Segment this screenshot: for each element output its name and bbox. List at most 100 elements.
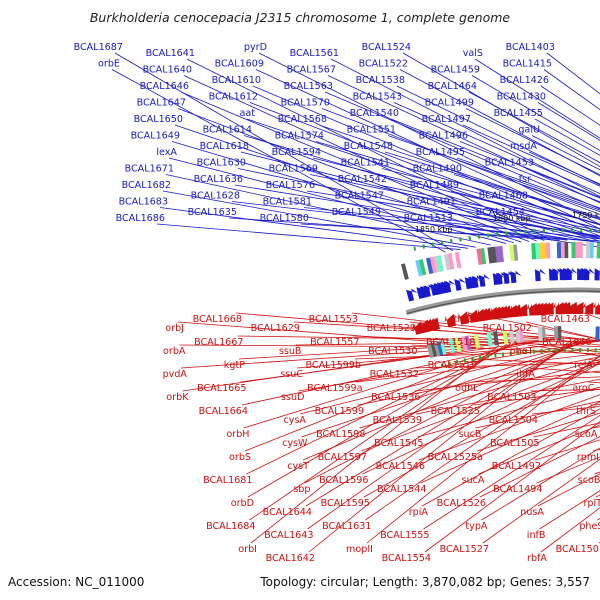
cog-color-block	[538, 242, 544, 259]
reverse-gene-label: BCAL1665	[197, 383, 246, 394]
reverse-connector	[247, 343, 512, 498]
forward-connector	[462, 124, 600, 187]
reverse-cds-arrow	[457, 311, 469, 325]
forward-gene-label: BCAL1628	[191, 191, 240, 202]
reverse-gene-label: typA	[465, 521, 488, 532]
cog-color-block	[502, 329, 509, 345]
reverse-cds-arrow	[444, 313, 457, 328]
forward-connector	[234, 184, 576, 241]
reverse-gene-label: BCAL1642	[266, 553, 315, 564]
reverse-connector	[539, 490, 600, 530]
reverse-cds-arrow	[412, 321, 425, 335]
forward-gene-label: BCAL1614	[203, 125, 252, 136]
reverse-connector	[301, 339, 591, 438]
forward-gene-label: BCAL1513	[404, 213, 453, 224]
forward-connector	[231, 201, 568, 241]
reverse-gene-label: BCAL1525a	[428, 452, 483, 463]
cog-color-block	[461, 336, 468, 351]
reverse-cds-arrow	[592, 302, 600, 315]
cog-color-block	[480, 248, 487, 265]
forward-connector	[315, 141, 600, 225]
forward-gene-label: BCAL1415	[503, 59, 552, 70]
ruler-tick	[440, 363, 444, 368]
reverse-gene-label: pheS	[579, 521, 600, 532]
map-title: Burkholderia cenocepacia J2315 chromosom…	[90, 10, 511, 25]
cog-color-block	[454, 337, 462, 352]
forward-gene-label: BCAL1574	[275, 131, 324, 142]
reverse-gene-label: BCAL1532	[370, 369, 419, 380]
forward-gene-label: BCAL1522	[359, 59, 408, 70]
reverse-gene-label: BCAL1530	[368, 346, 417, 357]
reverse-connector	[482, 458, 600, 544]
forward-cds-arrow	[406, 288, 419, 302]
reverse-gene-label: BCAL1505	[490, 438, 539, 449]
reverse-connector	[296, 340, 600, 369]
reverse-gene-label: BCAL1599	[315, 406, 364, 417]
kbp-label: 1800 kbp	[493, 214, 531, 223]
cog-color-block	[595, 326, 600, 341]
cog-color-block	[531, 243, 537, 260]
reverse-gene-label: infB	[527, 530, 546, 541]
forward-gene-label: valS	[463, 48, 483, 59]
forward-cds-arrow	[464, 276, 477, 290]
reverse-gene-label: BCAL1668	[193, 314, 242, 325]
reverse-gene-label: BCAL1553	[309, 314, 358, 325]
cog-color-block	[432, 342, 441, 357]
forward-connector	[456, 157, 600, 209]
reverse-gene-label: BCAL1527	[440, 544, 489, 555]
reverse-gene-label: relA	[574, 360, 593, 371]
cog-color-block	[436, 255, 444, 272]
forward-gene-label: BCAL1570	[281, 98, 330, 109]
forward-connector	[474, 58, 600, 139]
forward-gene-label: BCAL1459	[431, 65, 480, 76]
reverse-connector	[540, 507, 600, 553]
forward-gene-label: aat	[239, 108, 255, 119]
forward-gene-label: BCAL1635	[188, 207, 237, 218]
reverse-connector	[534, 439, 600, 461]
cog-color-block	[545, 242, 551, 259]
reverse-gene-label: orbK	[166, 392, 189, 403]
forward-gene-label: BCAL1650	[134, 114, 183, 125]
reverse-cds-arrow	[553, 302, 564, 315]
reverse-gene-label: BCAL1599a	[307, 383, 362, 394]
reverse-connector	[530, 388, 600, 392]
forward-gene-label: BCAL1549	[332, 207, 381, 218]
reverse-connector	[479, 436, 600, 498]
reverse-connector	[365, 355, 600, 521]
forward-gene-label: BCAL1671	[125, 164, 174, 175]
forward-connector	[402, 52, 600, 168]
forward-connector	[255, 69, 600, 230]
cog-color-block	[447, 253, 455, 270]
forward-connector	[534, 118, 600, 156]
ruler-tick	[477, 234, 481, 239]
reverse-connector	[481, 447, 600, 521]
reverse-connector	[418, 394, 600, 461]
cog-color-block	[518, 328, 524, 343]
reverse-gene-label: mopII	[346, 544, 373, 555]
cog-color-block	[486, 331, 493, 347]
forward-gene-label: BCAL1548	[344, 141, 393, 152]
reverse-gene-label: ssuD	[281, 392, 304, 403]
reverse-gene-label: BCAL1557	[310, 337, 359, 348]
cog-color-block	[541, 326, 546, 341]
reverse-connector	[246, 342, 515, 475]
reverse-connector	[417, 386, 600, 438]
reverse-gene-label: BCAL1519	[428, 360, 477, 371]
forward-connector	[471, 75, 600, 151]
forward-connector	[246, 118, 600, 240]
forward-connector	[243, 135, 599, 241]
cog-color-block	[429, 256, 437, 274]
reverse-connector	[478, 424, 600, 475]
forward-gene-label: BCAL1499	[425, 98, 474, 109]
cog-color-block	[439, 340, 447, 356]
cog-color-block	[508, 329, 515, 344]
forward-connector	[525, 168, 600, 199]
reverse-gene-label: ssuC	[280, 369, 303, 380]
forward-cds-arrow	[492, 272, 505, 286]
forward-connector	[249, 102, 600, 237]
forward-gene-label: BCAL1561	[290, 48, 339, 59]
reverse-gene-label: BCAL1536	[371, 392, 420, 403]
reverse-gene-label: BCAL1518	[426, 337, 475, 348]
forward-connector	[114, 52, 454, 252]
forward-connector	[396, 85, 600, 186]
